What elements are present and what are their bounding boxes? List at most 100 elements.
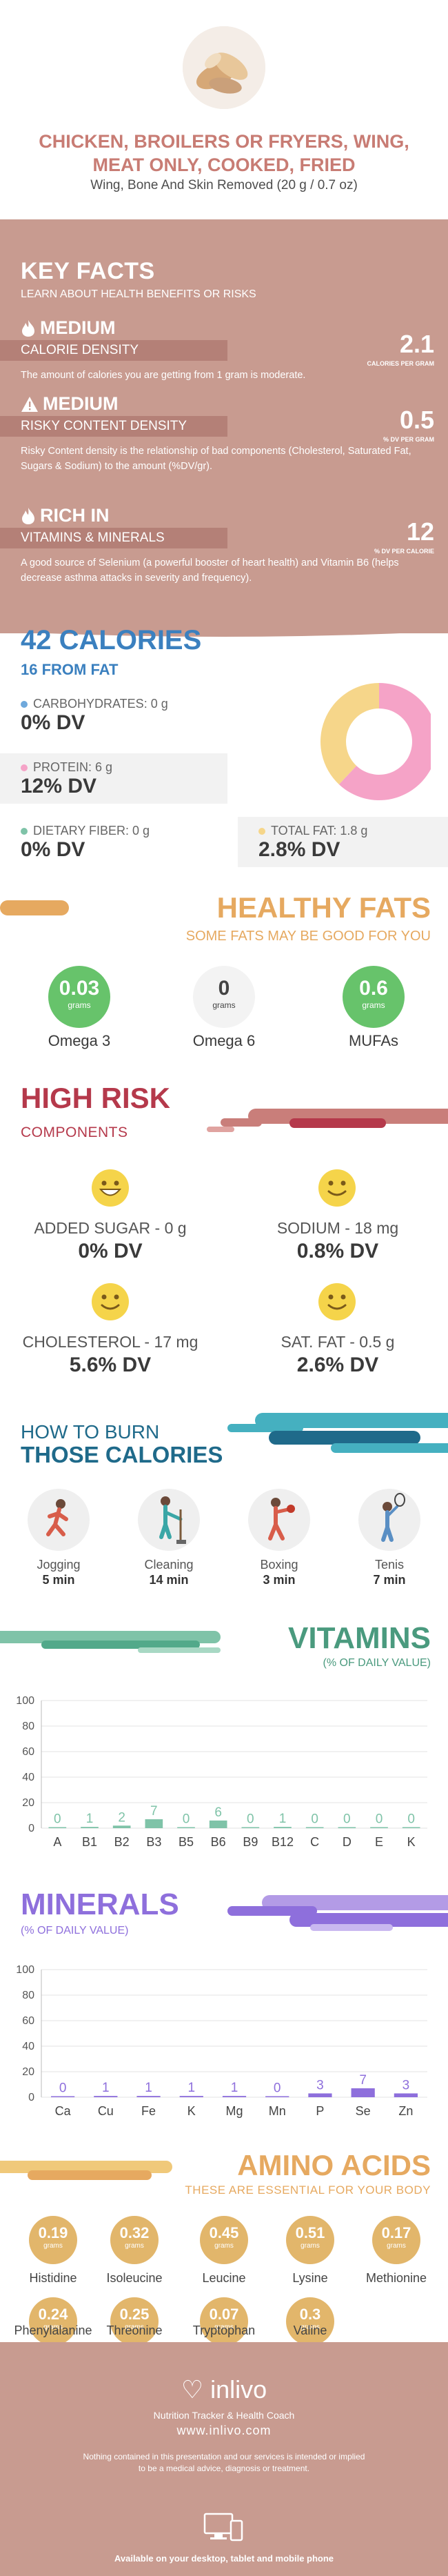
legend-dot [21,700,28,708]
fat-name: MUFAs [348,1032,399,1049]
legend-dot [21,827,28,835]
risk-dv: 0% DV [78,1240,143,1262]
y-tick-label: 0 [28,2092,34,2103]
donut-slice-fat [320,683,379,784]
bar-b6 [209,1820,227,1828]
x-tick-label: Ca [55,2104,72,2118]
donut-slice-protein [338,683,431,800]
mufas-badge: 0.6 grams [343,966,405,1028]
risk-label: SAT. FAT - 0.5 g [281,1333,395,1351]
legend-dot [258,827,265,835]
bar-value-label: 0 [54,1812,61,1827]
bar-value-label: 0 [407,1812,415,1827]
page-title: CHICKEN, BROILERS OR FRYERS, WING, MEAT … [39,131,409,175]
bar-k [179,2096,203,2097]
bar-value-label: 3 [316,2078,324,2092]
key-fact-description: A good source of Selenium (a powerful bo… [21,557,399,584]
risk-dv: 5.6% DV [69,1354,152,1376]
fat-unit: grams [362,1000,385,1010]
smile-icon [318,1283,356,1320]
amino-unit: grams [43,2242,63,2250]
header: CHICKEN, BROILERS OR FRYERS, WING, MEAT … [0,0,448,207]
x-tick-label: B12 [272,1835,294,1849]
decorative-bars [0,1631,221,1653]
warning-icon [21,396,38,412]
amino-badge-isoleucine: 0.32 grams [110,2216,159,2264]
bar-se [351,2088,375,2097]
fat-unit: grams [68,1000,91,1010]
grin-icon [92,1169,129,1207]
amino-value: 0.25 [119,2306,150,2323]
decorative-bars [0,2161,172,2180]
smile-icon [92,1283,129,1320]
amino-badge-phenylalanine: 0.24 grams [29,2297,77,2346]
footer: ♡ inlivo Nutrition Tracker & Health Coac… [0,2342,448,2576]
amino-value: 0.51 [295,2224,325,2241]
activity-time: 5 min [42,1573,75,1587]
bar-d [338,1827,356,1828]
amino-value: 0.32 [119,2224,150,2241]
amino-acids-title: AMINO ACIDS [237,2149,431,2181]
amino-value: 0.07 [209,2306,239,2323]
key-fact-unit: % DV PER GRAM [383,436,434,443]
key-fact-level: MEDIUM [40,317,116,338]
amino-badge-lysine: 0.51 grams [286,2216,334,2264]
y-tick-label: 0 [28,1823,34,1834]
risk-dv: 0.8% DV [296,1240,379,1262]
amino-badge-histidine: 0.19 grams [29,2216,77,2264]
amino-name: Histidine [29,2271,77,2285]
bar-ca [51,2096,75,2097]
amino-unit: grams [125,2242,144,2250]
risk-dv: 2.6% DV [296,1354,379,1376]
nutrient-protein: PROTEIN: 6 g 12% DV [0,753,227,804]
amino-name: Valine [293,2324,327,2337]
fat-value: 0 [218,977,230,1000]
x-tick-label: Zn [398,2104,413,2118]
key-fact-unit: % DV PER CALORIE [374,548,434,555]
x-tick-label: B1 [82,1835,97,1849]
amino-acids-subtitle: THESE ARE ESSENTIAL FOR YOUR BODY [185,2183,431,2197]
vitamins-subtitle: (% OF DAILY VALUE) [323,1657,431,1669]
amino-badge-threonine: 0.25 grams [110,2297,159,2346]
calorie-donut-chart [320,683,431,800]
bar-b2 [112,1825,131,1828]
amino-value: 0.45 [209,2224,239,2241]
nutrient-dietary-fiber: DIETARY FIBER: 0 g 0% DV [0,817,227,867]
brand-url[interactable]: www.inlivo.com [176,2424,272,2437]
bar-b3 [145,1819,163,1828]
bar-value-label: 1 [279,1812,287,1826]
calories-title: 42 CALORIES [21,625,202,655]
activity-time: 7 min [373,1573,406,1587]
bar-value-label: 0 [343,1812,351,1827]
fat-unit: grams [212,1000,236,1010]
disclaimer: Nothing contained in this presentation a… [83,2452,365,2473]
bar-value-label: 1 [102,2081,110,2095]
nutrient-dv: 0% DV [21,838,85,861]
y-tick-label: 60 [22,2015,34,2027]
bar-value-label: 0 [247,1812,254,1827]
food-image [183,26,265,109]
vitamins-title: VITAMINS [288,1621,431,1655]
brand-tagline: Nutrition Tracker & Health Coach [153,2410,295,2421]
x-tick-label: B5 [179,1835,194,1849]
cleaning-icon [138,1489,200,1551]
activity-name: Boxing [260,1558,298,1572]
key-fact-description: Risky Content density is the relationshi… [21,446,411,472]
tennis-icon [358,1489,420,1551]
key-fact-unit: CALORIES PER GRAM [367,360,434,367]
activity-name: Cleaning [144,1558,194,1572]
y-tick-label: 20 [22,1797,34,1809]
bar-p [308,2093,332,2097]
x-tick-label: E [375,1835,383,1849]
x-tick-label: K [187,2104,196,2118]
omega-6-badge: 0 grams [193,966,255,1028]
healthy-fats-title: HEALTHY FATS [216,891,431,924]
amino-value: 0.24 [38,2306,68,2323]
amino-unit: grams [301,2324,320,2331]
activity-time: 3 min [263,1573,296,1587]
x-tick-label: B2 [114,1835,130,1849]
fat-value: 0.03 [59,977,100,1000]
key-fact-risky-content: MEDIUM RISKY CONTENT DENSITY 0.5 % DV PE… [0,393,434,474]
bar-value-label: 0 [59,2081,67,2096]
